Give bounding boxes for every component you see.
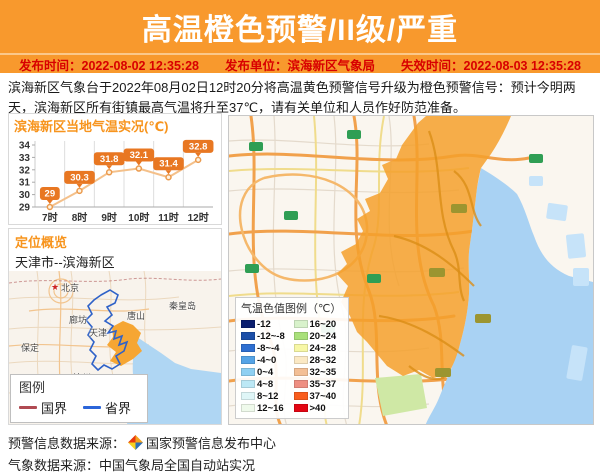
svg-text:11时: 11时 [158, 211, 179, 224]
svg-text:31.8: 31.8 [100, 154, 119, 165]
city-label-langfang: 廊坊 [69, 315, 88, 325]
svg-text:32.1: 32.1 [130, 150, 149, 161]
temperature-chart-panel: 滨海新区当地气温实况(℃) 29 30 31 32 33 34 7时 8时 9时 10时 11时 12… [8, 113, 222, 225]
temperature-legend-grid: -12 -12~-8 -8~-4 -4~0 0~4 4~8 8~12 12~16 16~20 20… [241, 318, 343, 414]
overview-map[interactable]: ★ 北京 廊坊 天津 唐山 秦皇岛 保定 沧州 图例 国界 省界 [9, 271, 221, 424]
overlay-roads [378, 130, 482, 381]
svg-text:29: 29 [19, 203, 31, 214]
city-label-beijing: 北京 [61, 283, 80, 293]
province-border-swatch [83, 406, 102, 409]
capital-star-icon: ★ [51, 282, 60, 292]
temperature-legend-title: 气温色值图例（℃） [241, 303, 342, 315]
boundary-legend: 图例 国界 省界 [10, 374, 148, 423]
svg-text:34: 34 [19, 141, 31, 152]
temp-legend-item: 24~28 [293, 342, 344, 354]
overlay-shield-icons [429, 204, 491, 377]
temp-legend-item: 32~35 [293, 366, 344, 378]
data-sources: 预警信息数据来源： 国家预警信息发布中心 气象数据来源：中国气象局全国自动站实况 [8, 431, 276, 475]
minimap-sea [127, 337, 221, 424]
temp-legend-item: -8~-4 [241, 342, 291, 354]
svg-text:30: 30 [19, 190, 31, 201]
temp-legend-item: 16~20 [293, 318, 344, 330]
svg-text:29: 29 [45, 189, 56, 200]
temp-legend-item: -12~-8 [241, 330, 291, 342]
tianjin-province-border [84, 289, 129, 372]
expire-time: 失效时间：2022-08-03 12:35:28 [401, 58, 581, 73]
location-title: 定位概览 [15, 235, 68, 250]
publish-unit: 发布单位：滨海新区气象局 [224, 58, 376, 73]
city-label-tangshan: 唐山 [127, 311, 146, 321]
svg-text:30.3: 30.3 [70, 172, 89, 183]
map-sea [425, 168, 593, 424]
legend-item-province-border: 省界 [83, 398, 131, 417]
location-panel: 定位概览 天津市--滨海新区 [8, 228, 222, 425]
national-border-line [9, 277, 221, 284]
svg-text:8时: 8时 [72, 211, 88, 224]
temp-legend-item: 35~37 [293, 378, 344, 390]
temp-legend-item: >40 [293, 402, 344, 414]
svg-text:32.8: 32.8 [189, 141, 208, 152]
temp-legend-item: 0~4 [241, 366, 291, 378]
meta-bar: 发布时间：2022-08-02 12:35:28 发布单位：滨海新区气象局 失效… [0, 53, 600, 73]
publish-time: 发布时间：2022-08-02 12:35:28 [19, 58, 199, 73]
svg-text:32: 32 [19, 165, 31, 176]
temp-legend-item: 20~24 [293, 330, 344, 342]
svg-text:9时: 9时 [101, 211, 117, 224]
weather-source-text: 气象数据来源：中国气象局全国自动站实况 [8, 457, 256, 473]
warning-center-logo-icon [128, 434, 144, 450]
warning-source-value: 国家预警信息发布中心 [146, 435, 277, 451]
city-label-qinhuangdao: 秦皇岛 [169, 301, 197, 311]
svg-text:12时: 12时 [188, 211, 209, 224]
national-border-swatch [19, 406, 37, 409]
svg-text:31.4: 31.4 [159, 159, 178, 170]
weather-source-row: 气象数据来源：中国气象局全国自动站实况 [8, 453, 276, 475]
chart-title: 滨海新区当地气温实况(℃) [14, 119, 169, 134]
temp-legend-item: 12~16 [241, 402, 291, 414]
boundary-legend-title: 图例 [19, 380, 46, 395]
warning-description: 滨海新区气象台于2022年08月02日12时20分将高温黄色预警信号升级为橙色预… [8, 80, 576, 115]
main-map-canvas [229, 116, 593, 424]
temp-legend-item: 4~8 [241, 378, 291, 390]
map-salt-ponds [529, 176, 589, 381]
svg-text:33: 33 [19, 153, 31, 164]
temp-legend-item: -12 [241, 318, 291, 330]
temp-legend-item: 8~12 [241, 390, 291, 402]
svg-text:10时: 10时 [128, 211, 149, 224]
city-label-tianjin: 天津 [89, 328, 108, 338]
warning-header: 高温橙色预警/II级/严重 [0, 0, 600, 53]
svg-text:7时: 7时 [42, 211, 58, 224]
main-map[interactable]: 气温色值图例（℃） -12 -12~-8 -8~-4 -4~0 0~4 4~8 8~12 12… [228, 115, 594, 425]
city-label-baoding: 保定 [21, 343, 40, 353]
svg-text:31: 31 [19, 178, 31, 189]
temp-legend-item: 37~40 [293, 390, 344, 402]
warning-source-label: 预警信息数据来源： [8, 435, 126, 451]
location-value: 天津市--滨海新区 [15, 255, 115, 270]
map-park-area [375, 374, 427, 416]
page-title: 高温橙色预警/II级/严重 [141, 13, 459, 47]
temp-legend-item: -4~0 [241, 354, 291, 366]
legend-item-national-border: 国界 [19, 398, 67, 417]
warning-source-row: 预警信息数据来源： 国家预警信息发布中心 [8, 431, 276, 453]
temperature-color-legend: 气温色值图例（℃） -12 -12~-8 -8~-4 -4~0 0~4 4~8 8~12 12… [235, 297, 349, 419]
temp-legend-item: 28~32 [293, 354, 344, 366]
